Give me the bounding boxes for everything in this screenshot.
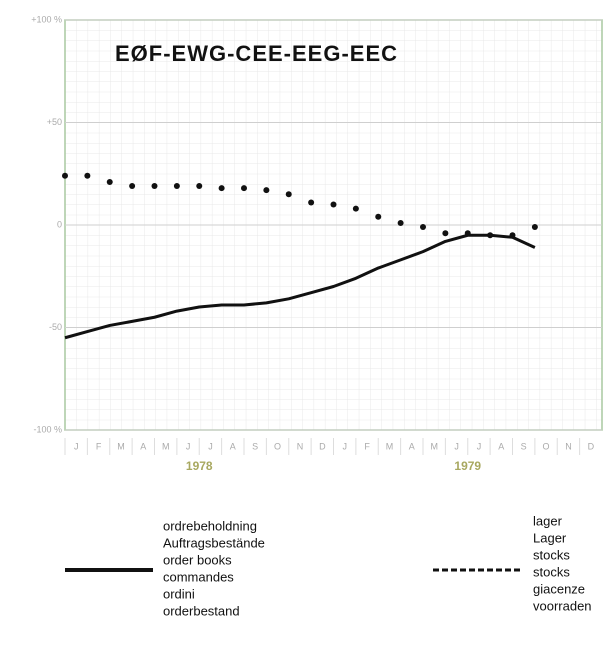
legend-label: voorraden (533, 598, 592, 613)
x-tick-label: D (588, 441, 595, 451)
legend-label: Lager (533, 530, 567, 545)
data-point (263, 187, 270, 194)
x-tick-label: A (140, 441, 146, 451)
x-tick-label: J (477, 441, 482, 451)
data-point (241, 185, 247, 192)
legend-label: giacenze (533, 581, 585, 596)
data-point (285, 191, 292, 198)
x-tick-label: J (74, 441, 79, 451)
x-tick-label: A (498, 441, 504, 451)
x-tick-label: J (342, 441, 347, 451)
data-point (509, 232, 516, 239)
legend-label: Auftragsbestände (163, 535, 265, 550)
data-point (151, 183, 158, 190)
y-tick-label: -50 (49, 322, 62, 332)
x-tick-label: A (230, 441, 236, 451)
year-label: 1979 (454, 459, 481, 473)
legend-label: order books (163, 552, 232, 567)
year-label: 1978 (186, 459, 213, 473)
x-tick-label: M (162, 441, 170, 451)
data-point (330, 201, 337, 208)
legend-label: orderbestand (163, 603, 240, 618)
legend-label: ordini (163, 586, 195, 601)
data-point (464, 230, 471, 237)
x-tick-label: F (96, 441, 102, 451)
data-point (84, 172, 91, 179)
x-tick-label: M (430, 441, 438, 451)
x-tick-label: A (409, 441, 415, 451)
data-point (129, 183, 136, 190)
data-point (397, 219, 404, 226)
legend-label: ordrebeholdning (163, 518, 257, 533)
x-tick-label: D (319, 441, 326, 451)
chart-title: EØF-EWG-CEE-EEG-EEC (115, 41, 398, 66)
legend-label: lager (533, 513, 563, 528)
data-point (442, 230, 449, 237)
data-point (375, 213, 382, 220)
y-tick-label: +100 % (31, 14, 62, 24)
data-point (420, 224, 426, 231)
x-tick-label: O (274, 441, 281, 451)
x-tick-label: J (186, 441, 191, 451)
data-point (487, 232, 494, 239)
data-point (531, 224, 538, 231)
x-tick-label: M (117, 441, 125, 451)
data-line (64, 233, 536, 340)
x-tick-label: N (297, 441, 304, 451)
data-point (218, 185, 225, 192)
x-tick-label: S (252, 441, 258, 451)
x-tick-label: J (454, 441, 459, 451)
data-point (308, 199, 315, 206)
x-tick-label: N (565, 441, 572, 451)
x-tick-label: F (364, 441, 370, 451)
x-tick-label: J (208, 441, 213, 451)
legend-label: stocks (533, 564, 570, 579)
x-tick-label: S (521, 441, 527, 451)
y-tick-label: +50 (47, 117, 62, 127)
legend-label: stocks (533, 547, 570, 562)
data-point (62, 172, 68, 179)
data-point (106, 178, 113, 185)
legend-label: commandes (163, 569, 234, 584)
data-point (196, 183, 203, 190)
data-point (352, 205, 359, 212)
x-tick-label: M (386, 441, 394, 451)
x-tick-label: O (543, 441, 550, 451)
y-tick-label: 0 (57, 219, 62, 229)
y-tick-label: -100 % (33, 424, 62, 434)
data-point (173, 183, 180, 190)
